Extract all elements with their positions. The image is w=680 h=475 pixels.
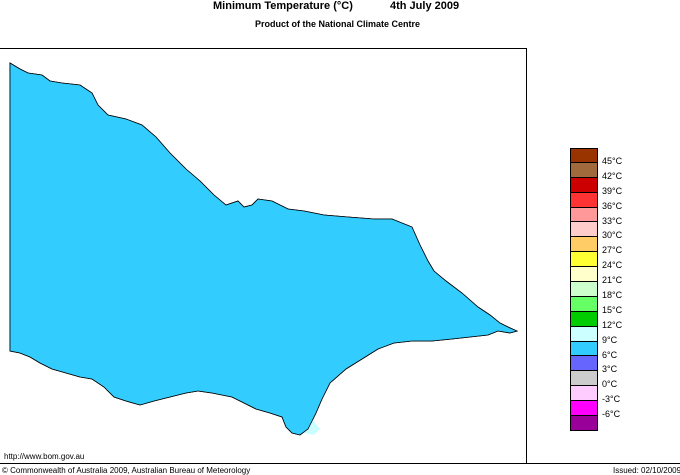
legend-row: 39°C	[570, 177, 650, 196]
legend-row: 0°C	[570, 371, 650, 389]
legend-label: 6°C	[602, 349, 618, 360]
legend-row: 36°C	[570, 192, 650, 211]
legend-row: 27°C	[570, 237, 650, 255]
legend-label: 12°C	[602, 319, 623, 330]
legend-swatch	[570, 222, 598, 238]
legend-swatch	[570, 401, 598, 417]
victoria-temperature-map	[9, 62, 519, 436]
legend-label: 0°C	[602, 379, 618, 390]
legend-row: 24°C	[570, 252, 650, 270]
legend-label: -6°C	[602, 409, 621, 420]
legend-row: 42°C	[570, 162, 650, 181]
legend-row: 18°C	[570, 282, 650, 300]
legend-row: 9°C	[570, 326, 650, 345]
title-text: Minimum Temperature (°C)	[213, 0, 353, 12]
map-frame	[0, 48, 527, 463]
legend-label: -3°C	[602, 394, 621, 405]
source-url: http://www.bom.gov.au	[4, 452, 85, 461]
legend-label: 15°C	[602, 304, 623, 315]
temperature-legend: 45°C 42°C 39°C 36°C 33°C 30°C 27°C 24°C 21°C 18°C…	[570, 148, 650, 431]
legend-swatch	[570, 207, 598, 223]
legend-row: 3°C	[570, 356, 650, 374]
copyright-text: © Commonwealth of Australia 2009, Austra…	[2, 466, 251, 475]
map-title: Minimum Temperature (°C) 4th July 2009	[0, 0, 680, 14]
legend-row: -6°C	[570, 401, 650, 419]
legend-label: 9°C	[602, 334, 618, 345]
legend-swatch	[570, 386, 598, 402]
legend-row: 6°C	[570, 341, 650, 360]
legend-swatch	[570, 148, 598, 163]
legend-label: 30°C	[602, 230, 623, 241]
legend-label: 39°C	[602, 185, 623, 196]
legend-row	[570, 416, 650, 431]
legend-swatch	[570, 192, 598, 208]
legend-swatch	[570, 267, 598, 283]
legend-swatch	[570, 237, 598, 253]
legend-label: 27°C	[602, 245, 623, 256]
legend-row: 12°C	[570, 311, 650, 330]
issued-date: Issued: 02/10/2009	[613, 466, 680, 475]
legend-row: 45°C	[570, 148, 650, 166]
legend-label: 42°C	[602, 170, 623, 181]
legend-swatch	[570, 162, 598, 178]
legend-swatch	[570, 341, 598, 357]
legend-swatch	[570, 356, 598, 372]
legend-row: -3°C	[570, 386, 650, 404]
footer-bar	[0, 463, 680, 474]
legend-label: 18°C	[602, 290, 623, 301]
legend-swatch	[570, 311, 598, 327]
legend-swatch	[570, 416, 598, 431]
legend-swatch	[570, 371, 598, 387]
title-date: 4th July 2009	[390, 0, 460, 12]
subtitle: Product of the National Climate Centre	[255, 19, 421, 29]
legend-row: 15°C	[570, 296, 650, 315]
legend-row: 33°C	[570, 207, 650, 226]
legend-row: 21°C	[570, 267, 650, 285]
legend-label: 21°C	[602, 275, 623, 286]
legend-swatch	[570, 252, 598, 268]
legend-label: 3°C	[602, 364, 618, 375]
legend-swatch	[570, 282, 598, 297]
legend-label: 33°C	[602, 215, 623, 226]
legend-row: 30°C	[570, 222, 650, 240]
legend-swatch	[570, 326, 598, 342]
legend-label: 36°C	[602, 200, 623, 211]
legend-label: 45°C	[602, 156, 623, 166]
legend-swatch	[570, 296, 598, 312]
legend-label: 24°C	[602, 260, 623, 271]
legend-swatch	[570, 177, 598, 193]
